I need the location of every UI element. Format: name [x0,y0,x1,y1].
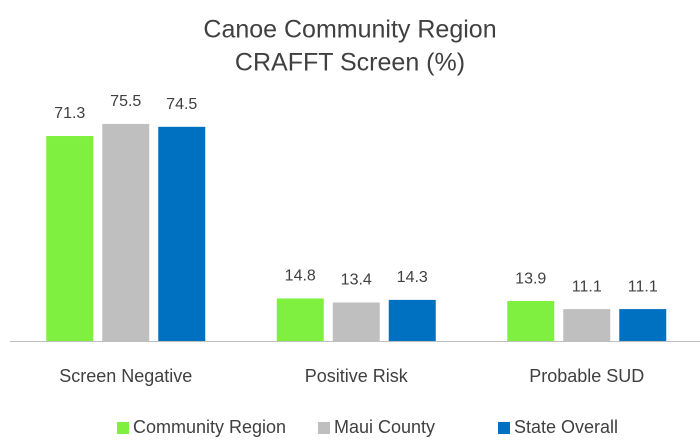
data-label: 14.3 [397,269,428,286]
data-label: 14.8 [285,268,316,285]
chart-title-line: CRAFFT Screen (%) [235,49,465,77]
bar [388,299,436,341]
x-tick-label: Screen Negative [59,366,192,386]
x-tick-label: Positive Risk [305,366,409,386]
legend-swatch [318,422,330,434]
legend-label: Maui County [334,417,435,437]
bar [507,301,555,341]
data-label: 11.1 [572,278,602,295]
data-label: 11.1 [628,278,658,295]
legend-label: State Overall [514,417,618,437]
data-label: 71.3 [54,105,85,122]
bar [276,298,324,341]
legend-swatch [498,422,510,434]
chart-title-line: Canoe Community Region [203,16,496,44]
bar [563,309,611,341]
data-label: 13.4 [341,272,372,289]
bar [46,136,94,341]
data-label: 13.9 [515,270,546,287]
x-tick-label: Probable SUD [529,366,644,386]
legend-swatch [117,422,129,434]
data-label: 74.5 [166,96,197,113]
bar [102,123,150,341]
legend-label: Community Region [133,417,286,437]
bar [619,309,667,341]
bar [158,126,206,341]
data-label: 75.5 [110,93,141,110]
bar [332,302,380,341]
